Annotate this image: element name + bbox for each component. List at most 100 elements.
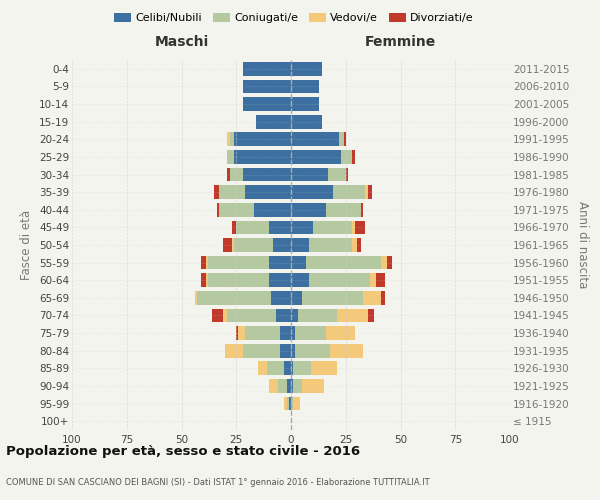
Bar [370,274,376,287]
Bar [291,274,308,287]
Bar [308,274,370,287]
Bar [332,186,365,199]
Bar [227,150,234,164]
Bar [284,362,291,375]
Bar [214,186,219,199]
Text: Popolazione per età, sesso e stato civile - 2016: Popolazione per età, sesso e stato civil… [6,445,360,458]
Bar [275,308,291,322]
Bar [287,396,289,410]
Bar [326,203,361,216]
Bar [219,203,254,216]
Bar [230,168,243,181]
Bar [234,132,291,146]
Bar [381,291,385,304]
Bar [284,396,287,410]
Bar [197,291,271,304]
Bar [291,220,313,234]
Bar [344,132,346,146]
Bar [291,326,295,340]
Y-axis label: Anni di nascita: Anni di nascita [576,202,589,288]
Bar [293,396,300,410]
Bar [269,256,291,270]
Bar [293,379,302,393]
Bar [280,344,291,358]
Bar [280,326,291,340]
Bar [331,344,363,358]
Bar [212,308,223,322]
Bar [337,308,368,322]
Bar [245,186,291,199]
Bar [341,150,352,164]
Bar [219,186,245,199]
Bar [234,238,274,252]
Bar [223,238,232,252]
Bar [269,274,291,287]
Bar [302,379,324,393]
Bar [291,150,341,164]
Bar [269,379,278,393]
Bar [291,238,308,252]
Bar [313,220,352,234]
Bar [291,62,322,76]
Bar [361,203,363,216]
Bar [326,326,355,340]
Bar [291,256,307,270]
Bar [307,256,381,270]
Bar [352,150,355,164]
Bar [291,203,326,216]
Bar [365,186,368,199]
Bar [388,256,392,270]
Bar [267,362,284,375]
Bar [291,308,298,322]
Bar [291,291,302,304]
Bar [289,396,291,410]
Bar [352,238,356,252]
Bar [243,62,291,76]
Bar [223,308,227,322]
Bar [376,274,385,287]
Bar [243,344,280,358]
Text: Femmine: Femmine [365,34,436,48]
Bar [226,344,243,358]
Bar [357,238,361,252]
Bar [271,291,291,304]
Bar [308,238,352,252]
Bar [217,203,219,216]
Bar [227,308,275,322]
Legend: Celibi/Nubili, Coniugati/e, Vedovi/e, Divorziati/e: Celibi/Nubili, Coniugati/e, Vedovi/e, Di… [110,8,478,28]
Bar [291,344,295,358]
Bar [298,308,337,322]
Bar [291,362,293,375]
Bar [243,97,291,111]
Bar [208,256,269,270]
Text: Maschi: Maschi [154,34,209,48]
Bar [295,344,331,358]
Bar [206,274,208,287]
Bar [291,80,319,94]
Bar [201,256,206,270]
Bar [355,220,365,234]
Bar [381,256,388,270]
Text: COMUNE DI SAN CASCIANO DEI BAGNI (SI) - Dati ISTAT 1° gennaio 2016 - Elaborazion: COMUNE DI SAN CASCIANO DEI BAGNI (SI) - … [6,478,430,487]
Bar [293,362,311,375]
Bar [243,80,291,94]
Bar [206,256,208,270]
Bar [256,115,291,128]
Bar [291,115,322,128]
Bar [328,168,346,181]
Bar [291,132,339,146]
Bar [201,274,206,287]
Bar [234,150,291,164]
Bar [227,132,230,146]
Bar [269,220,291,234]
Bar [291,186,332,199]
Bar [291,379,293,393]
Bar [258,362,267,375]
Bar [245,326,280,340]
Bar [368,308,374,322]
Bar [368,186,372,199]
Bar [291,396,293,410]
Bar [230,132,234,146]
Bar [254,203,291,216]
Bar [278,379,287,393]
